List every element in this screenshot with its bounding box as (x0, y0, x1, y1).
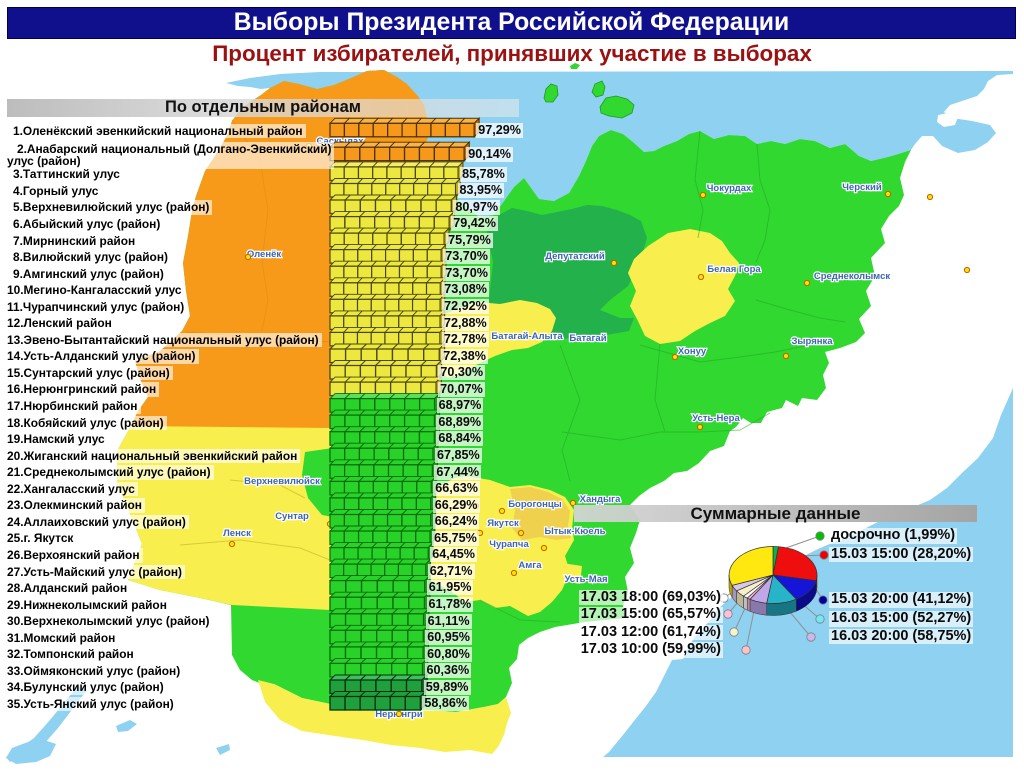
svg-text:Сунтар: Сунтар (275, 511, 309, 522)
svg-text:Ленск: Ленск (223, 528, 251, 539)
svg-text:Борогонцы: Борогонцы (508, 499, 562, 510)
svg-text:Хонуу: Хонуу (678, 346, 707, 357)
svg-text:Батагай: Батагай (569, 333, 606, 344)
svg-text:Хандыга: Хандыга (580, 494, 621, 505)
svg-text:Усть-Нера: Усть-Нера (692, 413, 740, 424)
svg-text:Белая Гора: Белая Гора (707, 264, 761, 275)
svg-text:Усть-Мая: Усть-Мая (564, 574, 607, 585)
svg-text:Чурапча: Чурапча (489, 539, 529, 550)
svg-text:Ытык-Кюель: Ытык-Кюель (544, 526, 605, 537)
svg-text:Батагай-Алыта: Батагай-Алыта (491, 331, 563, 342)
svg-text:Черский: Черский (842, 182, 882, 193)
svg-text:Верхневилюйск: Верхневилюйск (244, 476, 320, 487)
svg-text:Оленёк: Оленёк (247, 249, 281, 260)
svg-text:Депутатский: Депутатский (545, 251, 605, 262)
svg-text:Якутск: Якутск (487, 518, 519, 529)
svg-text:Среднеколымск: Среднеколымск (814, 271, 891, 282)
svg-text:Зырянка: Зырянка (791, 336, 833, 347)
svg-text:Чокурдах: Чокурдах (707, 183, 752, 194)
svg-text:Амга: Амга (518, 560, 542, 571)
